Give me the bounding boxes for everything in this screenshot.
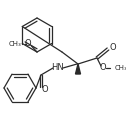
Text: HN: HN [52, 63, 64, 72]
Text: O: O [25, 40, 31, 49]
Text: O: O [110, 44, 117, 52]
Text: CH₃: CH₃ [8, 41, 21, 47]
Text: O: O [100, 63, 106, 72]
Text: O: O [42, 85, 49, 93]
Polygon shape [75, 64, 81, 74]
Text: CH₃: CH₃ [115, 65, 126, 71]
